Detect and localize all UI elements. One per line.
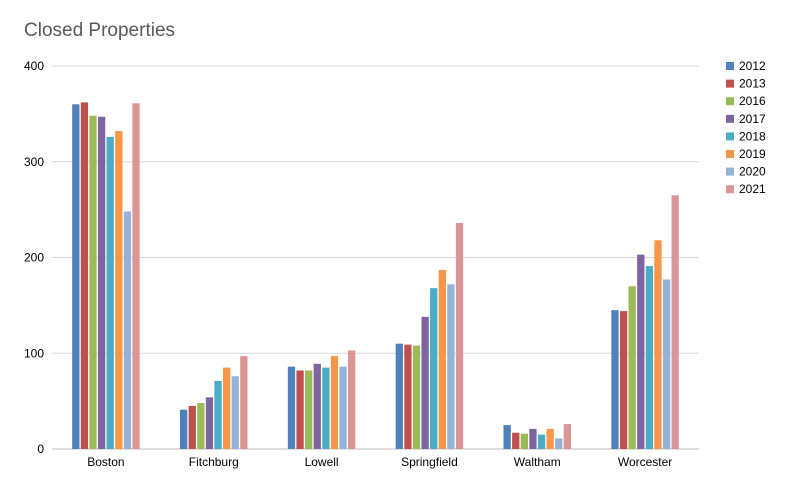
legend-swatch <box>726 132 734 141</box>
bar-lowell-2018 <box>322 367 330 449</box>
bar-springfield-2012 <box>395 343 403 449</box>
bar-waltham-2013 <box>512 432 520 449</box>
gridlines <box>52 65 699 450</box>
bar-worcester-2016 <box>628 286 636 449</box>
bar-springfield-2020 <box>447 284 455 449</box>
bar-worcester-2013 <box>619 311 628 449</box>
bar-fitchburg-2018 <box>214 381 222 449</box>
bar-boston-2018 <box>106 136 114 450</box>
legend-swatch <box>726 114 734 123</box>
bars <box>72 102 679 450</box>
bar-lowell-2017 <box>313 363 321 449</box>
x-axis: Boston Fitchburg Lowell Springfield Waltham W… <box>87 455 672 469</box>
bar-fitchburg-2017 <box>205 397 214 449</box>
bar-fitchburg-2021 <box>240 356 248 449</box>
bar-lowell-2021 <box>348 350 356 449</box>
bar-lowell-2013 <box>296 370 304 449</box>
bar-worcester-2019 <box>654 240 662 449</box>
bar-boston-2020 <box>123 211 132 449</box>
bar-boston-2016 <box>89 115 97 449</box>
y-tick-label: 100 <box>24 346 44 360</box>
y-tick-label: 0 <box>37 442 44 456</box>
bar-fitchburg-2012 <box>180 409 188 449</box>
bar-fitchburg-2019 <box>223 367 231 449</box>
y-tick-label: 400 <box>24 59 44 73</box>
bar-springfield-2018 <box>430 288 438 449</box>
bar-worcester-2017 <box>637 254 645 449</box>
x-tick-label: Springfield <box>401 455 458 469</box>
bar-boston-2012 <box>72 104 80 450</box>
bar-worcester-2012 <box>611 310 619 449</box>
y-axis: 0 100 200 300 400 <box>24 59 44 456</box>
legend-swatch <box>726 97 734 106</box>
x-tick-label: Lowell <box>305 455 339 469</box>
bar-boston-2017 <box>97 116 106 449</box>
legend-swatch <box>726 79 734 88</box>
legend-swatch <box>726 185 734 194</box>
bar-worcester-2018 <box>645 266 654 449</box>
bar-lowell-2020 <box>339 366 347 449</box>
legend-swatch <box>726 167 734 176</box>
bar-springfield-2017 <box>421 316 429 449</box>
bar-worcester-2021 <box>671 195 679 449</box>
bar-springfield-2019 <box>438 269 446 449</box>
bar-waltham-2020 <box>555 438 563 449</box>
legend-label: 2017 <box>739 112 766 126</box>
bar-springfield-2013 <box>404 344 412 449</box>
bar-waltham-2017 <box>529 428 537 449</box>
bar-springfield-2016 <box>412 345 421 449</box>
legend-swatch <box>726 62 734 70</box>
bar-lowell-2016 <box>305 370 313 449</box>
legend-label: 2016 <box>739 94 766 108</box>
legend-label: 2012 <box>739 59 766 73</box>
bar-lowell-2012 <box>287 366 296 449</box>
bar-fitchburg-2013 <box>188 405 196 449</box>
bar-waltham-2012 <box>503 425 511 449</box>
x-tick-label: Waltham <box>514 455 561 469</box>
x-tick-label: Boston <box>87 455 124 469</box>
legend-swatch <box>726 150 734 158</box>
bar-fitchburg-2020 <box>231 376 239 449</box>
legend-label: 2020 <box>739 165 766 179</box>
bar-waltham-2021 <box>563 424 571 449</box>
bar-boston-2019 <box>115 131 123 450</box>
x-tick-label: Worcester <box>618 455 672 469</box>
bar-boston-2013 <box>80 102 89 449</box>
bar-lowell-2019 <box>330 356 339 449</box>
y-tick-label: 300 <box>24 155 44 169</box>
y-tick-label: 200 <box>24 251 44 265</box>
bar-waltham-2018 <box>537 434 546 449</box>
bar-waltham-2016 <box>520 433 528 449</box>
x-tick-label: Fitchburg <box>189 455 239 469</box>
legend-label: 2021 <box>739 182 766 196</box>
bar-fitchburg-2016 <box>197 403 205 449</box>
bar-waltham-2019 <box>546 428 554 449</box>
legend-label: 2013 <box>739 77 766 91</box>
legend: 2012 2013 2016 2017 2018 2019 2020 2021 <box>726 59 766 196</box>
legend-label: 2019 <box>739 147 766 161</box>
legend-label: 2018 <box>739 129 766 143</box>
chart-title: Closed Properties <box>24 20 176 41</box>
bar-boston-2021 <box>132 103 140 449</box>
bar-worcester-2020 <box>662 279 671 449</box>
bar-springfield-2021 <box>455 223 464 449</box>
